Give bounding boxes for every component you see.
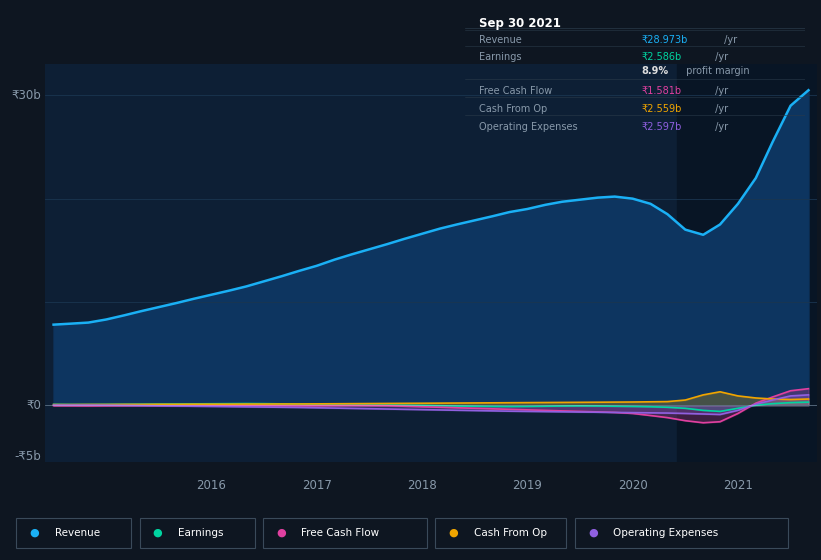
Text: Operating Expenses: Operating Expenses — [613, 528, 718, 538]
Text: ●: ● — [448, 528, 458, 538]
Text: Earnings: Earnings — [178, 528, 223, 538]
Text: Free Cash Flow: Free Cash Flow — [301, 528, 379, 538]
Text: Free Cash Flow: Free Cash Flow — [479, 86, 552, 96]
Text: ₹2.586b: ₹2.586b — [642, 52, 682, 62]
Text: Operating Expenses: Operating Expenses — [479, 122, 577, 132]
Text: Revenue: Revenue — [55, 528, 100, 538]
Text: ●: ● — [276, 528, 286, 538]
Text: ₹0: ₹0 — [26, 399, 41, 412]
Text: /yr: /yr — [722, 35, 737, 45]
Text: ₹30b: ₹30b — [11, 89, 41, 102]
Text: /yr: /yr — [712, 104, 728, 114]
Text: -₹5b: -₹5b — [14, 450, 41, 463]
Text: 2019: 2019 — [512, 479, 543, 492]
Text: 2017: 2017 — [302, 479, 332, 492]
Text: /yr: /yr — [712, 122, 728, 132]
Text: 2020: 2020 — [617, 479, 648, 492]
Text: ●: ● — [153, 528, 163, 538]
Text: Cash From Op: Cash From Op — [474, 528, 547, 538]
Text: /yr: /yr — [712, 52, 728, 62]
Text: 2021: 2021 — [723, 479, 753, 492]
Text: ₹2.559b: ₹2.559b — [642, 104, 682, 114]
Text: Earnings: Earnings — [479, 52, 521, 62]
Text: profit margin: profit margin — [683, 66, 750, 76]
Text: ₹1.581b: ₹1.581b — [642, 86, 682, 96]
Text: ●: ● — [588, 528, 598, 538]
Text: Revenue: Revenue — [479, 35, 521, 45]
Text: 2016: 2016 — [196, 479, 227, 492]
Text: ●: ● — [30, 528, 39, 538]
Text: ₹2.597b: ₹2.597b — [642, 122, 682, 132]
Text: 2018: 2018 — [407, 479, 437, 492]
Text: Cash From Op: Cash From Op — [479, 104, 547, 114]
Text: /yr: /yr — [712, 86, 728, 96]
Text: ₹28.973b: ₹28.973b — [642, 35, 688, 45]
Text: 8.9%: 8.9% — [642, 66, 669, 76]
Bar — [677, 64, 817, 462]
Text: Sep 30 2021: Sep 30 2021 — [479, 17, 561, 30]
